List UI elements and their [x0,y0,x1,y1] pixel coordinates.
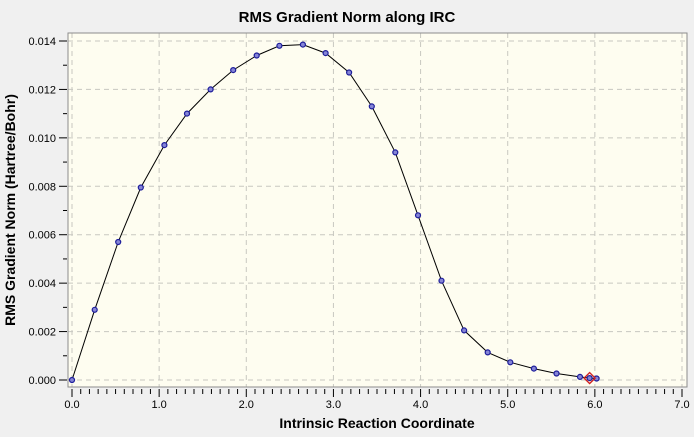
y-tick-labels: 0.000 0.002 0.004 0.006 0.008 0.010 0.012 0.014 [28,36,56,387]
y-axis-label: RMS Gradient Norm (Hartree/Bohr) [2,94,18,326]
y-tick-label: 0.004 [28,278,56,290]
data-point[interactable] [484,349,491,356]
x-tick-labels: 0.0 1.0 2.0 3.0 4.0 5.0 6.0 7.0 [64,399,689,411]
data-point[interactable] [553,370,560,377]
x-tick-label: 7.0 [674,399,689,411]
data-point[interactable] [346,69,353,76]
chart-title: RMS Gradient Norm along IRC [239,9,456,26]
x-tick-label: 6.0 [587,399,602,411]
y-tick-label: 0.006 [28,230,56,242]
data-point[interactable] [530,365,538,372]
data-point[interactable] [207,86,214,93]
data-point[interactable] [183,110,191,117]
selected-point-diamond[interactable] [583,371,597,385]
x-tick-label: 2.0 [239,399,254,411]
data-point[interactable] [230,66,237,74]
x-tick-label: 5.0 [500,399,515,411]
data-point[interactable] [461,327,468,334]
x-tick-label: 1.0 [151,399,166,411]
data-point[interactable] [115,238,122,246]
data-point[interactable] [253,52,260,59]
data-point[interactable] [68,376,76,384]
data-point[interactable] [507,359,514,366]
data-point[interactable] [137,184,144,191]
data-point[interactable] [438,277,445,284]
x-tick-label: 0.0 [64,399,79,411]
plot-border [67,32,688,388]
highlight-marker [583,371,597,385]
y-tick-label: 0.002 [28,327,56,339]
gridlines [68,33,687,387]
data-point[interactable] [414,212,422,219]
data-point[interactable] [91,306,98,313]
data-point[interactable] [276,42,283,49]
data-series [68,41,600,384]
y-tick-label: 0.000 [28,375,56,387]
data-point[interactable] [299,41,306,48]
axis-ticks [59,40,683,397]
x-tick-label: 4.0 [413,399,428,411]
plot-area [68,33,687,387]
y-tick-label: 0.008 [28,181,56,193]
y-tick-label: 0.012 [28,84,56,96]
y-tick-label: 0.014 [28,36,56,48]
data-point[interactable] [392,149,399,156]
x-tick-label: 3.0 [326,399,341,411]
data-point[interactable] [161,142,168,149]
data-point[interactable] [576,373,584,380]
x-axis-label: Intrinsic Reaction Coordinate [279,415,474,431]
data-point[interactable] [368,103,375,110]
data-point[interactable] [322,49,329,57]
y-tick-label: 0.010 [28,133,56,145]
data-point[interactable] [586,375,593,382]
